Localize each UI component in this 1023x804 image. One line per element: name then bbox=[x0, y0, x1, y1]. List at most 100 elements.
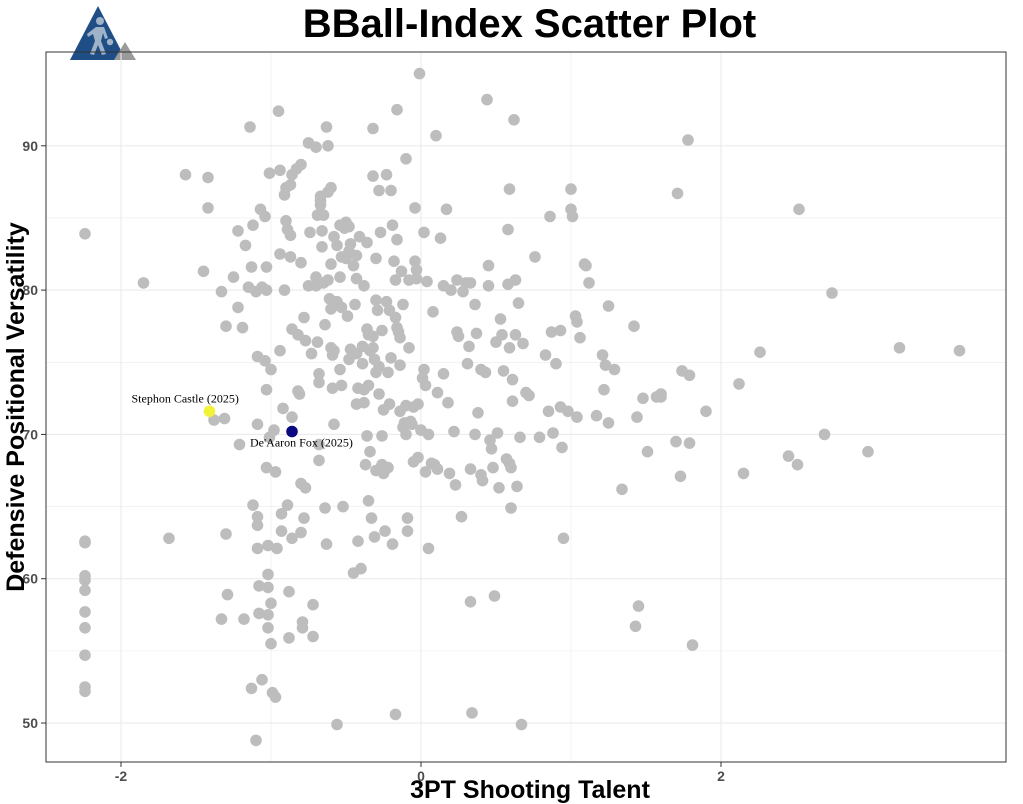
scatter-point bbox=[265, 597, 277, 610]
scatter-point bbox=[737, 467, 750, 480]
scatter-point bbox=[641, 445, 654, 458]
scatter-point bbox=[637, 392, 649, 405]
highlight-label: Stephon Castle (2025) bbox=[132, 391, 239, 405]
scatter-point bbox=[512, 297, 525, 309]
scatter-point bbox=[554, 324, 567, 337]
scatter-point bbox=[485, 443, 498, 455]
grid-lines bbox=[46, 52, 1006, 762]
scatter-point bbox=[298, 512, 310, 524]
scatter-point bbox=[253, 607, 265, 620]
scatter-point bbox=[202, 202, 214, 214]
scatter-point bbox=[547, 427, 559, 439]
scatter-point bbox=[442, 396, 454, 409]
scatter-point bbox=[374, 226, 387, 239]
scatter-point bbox=[400, 153, 412, 165]
scatter-point bbox=[79, 649, 91, 661]
scatter-point bbox=[674, 470, 687, 483]
scatter-point bbox=[298, 311, 310, 324]
scatter-point bbox=[79, 606, 91, 618]
scatter-point bbox=[253, 580, 265, 592]
scatter-point bbox=[274, 164, 286, 177]
scatter-point bbox=[262, 539, 274, 552]
scatter-point bbox=[571, 411, 583, 423]
scatter-point bbox=[325, 181, 337, 194]
scatter-point bbox=[556, 441, 568, 454]
scatter-point bbox=[326, 382, 339, 395]
y-tick-label: 50 bbox=[22, 715, 38, 731]
scatter-point bbox=[349, 298, 361, 311]
scatter-point bbox=[371, 304, 384, 317]
scatter-point bbox=[280, 215, 292, 227]
scatter-point bbox=[265, 363, 277, 376]
scatter-point bbox=[461, 357, 474, 370]
scatter-point bbox=[484, 434, 496, 447]
scatter-point bbox=[227, 271, 240, 283]
scatter-point bbox=[506, 373, 519, 386]
scatter-point bbox=[608, 363, 621, 376]
scatter-point bbox=[514, 431, 526, 444]
scatter-point bbox=[386, 219, 399, 231]
scatter-point bbox=[274, 248, 286, 260]
scatter-point bbox=[671, 187, 684, 200]
scatter-point bbox=[422, 428, 435, 441]
scatter-point bbox=[232, 225, 244, 237]
scatter-point bbox=[277, 402, 289, 415]
scatter-point bbox=[470, 327, 483, 340]
scatter-point bbox=[364, 445, 376, 458]
scatter-point bbox=[350, 272, 363, 285]
scatter-point bbox=[344, 238, 357, 250]
scatter-point bbox=[215, 285, 228, 298]
scatter-point bbox=[686, 639, 699, 651]
scatter-point bbox=[544, 210, 556, 223]
scatter-point bbox=[271, 542, 283, 555]
scatter-point bbox=[481, 93, 493, 106]
scatter-point bbox=[445, 284, 457, 296]
scatter-point bbox=[262, 609, 274, 621]
scatter-point bbox=[179, 168, 192, 181]
scatter-point bbox=[259, 355, 271, 367]
scatter-point bbox=[550, 357, 562, 370]
scatter-point bbox=[628, 320, 640, 333]
scatter-point bbox=[251, 418, 264, 431]
scatter-point bbox=[337, 500, 349, 513]
scatter-point bbox=[260, 261, 273, 273]
scatter-point bbox=[331, 239, 343, 252]
scatter-point bbox=[818, 428, 831, 441]
scatter-point bbox=[562, 405, 574, 418]
scatter-point bbox=[782, 450, 795, 462]
scatter-point bbox=[464, 596, 477, 608]
scatter-point bbox=[565, 183, 577, 195]
scatter-point bbox=[391, 233, 403, 246]
scatter-point bbox=[79, 574, 91, 586]
scatter-point bbox=[389, 274, 402, 286]
scatter-point bbox=[335, 301, 348, 314]
scatter-point bbox=[511, 480, 523, 493]
scatter-point bbox=[602, 300, 615, 312]
scatter-point bbox=[394, 359, 406, 372]
scatter-point bbox=[260, 383, 273, 396]
scatter-point bbox=[401, 512, 414, 524]
scatter-point bbox=[275, 525, 288, 537]
scatter-point bbox=[307, 598, 319, 611]
scatter-point bbox=[322, 274, 334, 286]
scatter-point bbox=[496, 329, 508, 341]
scatter-point bbox=[410, 264, 423, 276]
scatter-point bbox=[382, 366, 394, 379]
scatter-point bbox=[328, 230, 340, 243]
scatter-point bbox=[275, 508, 288, 520]
scatter-point bbox=[574, 331, 586, 344]
scatter-point bbox=[826, 287, 838, 299]
scatter-point bbox=[305, 347, 318, 360]
x-tick-label: 2 bbox=[717, 768, 725, 784]
scatter-point bbox=[434, 232, 447, 244]
scatter-point bbox=[250, 734, 262, 747]
scatter-point bbox=[367, 330, 379, 343]
scatter-point bbox=[791, 458, 804, 471]
scatter-point bbox=[296, 622, 309, 634]
scatter-point bbox=[386, 538, 399, 550]
scatter-point bbox=[233, 438, 246, 451]
scatter-point bbox=[389, 708, 402, 721]
scatter-point bbox=[754, 346, 766, 359]
scatter-point bbox=[259, 210, 271, 223]
scatter-point bbox=[509, 329, 522, 341]
